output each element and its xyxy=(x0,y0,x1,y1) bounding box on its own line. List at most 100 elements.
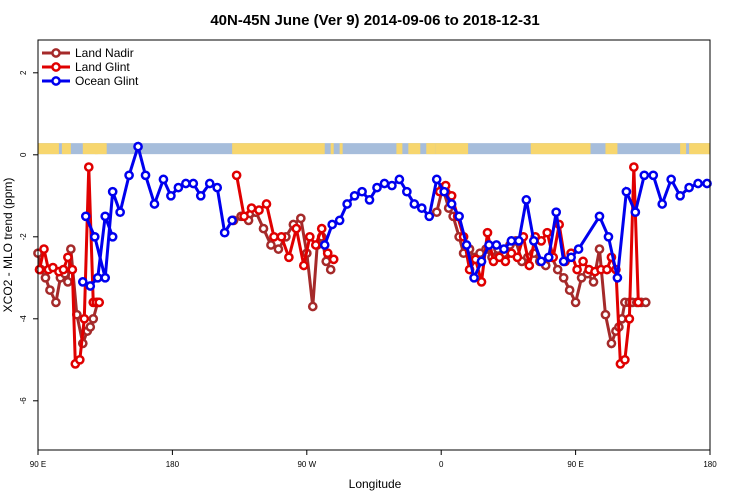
legend-label: Ocean Glint xyxy=(75,74,139,88)
x-tick-label: 180 xyxy=(166,460,180,469)
data-point xyxy=(94,297,105,308)
data-point xyxy=(239,211,249,222)
data-point xyxy=(630,207,641,218)
data-point xyxy=(83,162,94,172)
data-point xyxy=(107,186,118,197)
legend-label: Land Nadir xyxy=(75,46,134,60)
y-axis-label: XCO2 - MLO trend (ppm) xyxy=(1,178,15,313)
data-point xyxy=(499,244,509,254)
data-point xyxy=(372,182,382,193)
data-point xyxy=(231,170,242,181)
data-point xyxy=(254,205,264,215)
data-point xyxy=(624,313,635,324)
data-point xyxy=(476,277,487,287)
series-land-glint xyxy=(34,162,644,369)
data-point xyxy=(469,272,479,283)
data-point xyxy=(77,277,88,287)
data-point xyxy=(578,256,588,267)
x-tick-label: 90 E xyxy=(567,460,583,469)
data-point xyxy=(261,199,272,209)
x-tick-label: 90 W xyxy=(297,460,316,469)
land-band-segment xyxy=(605,143,618,155)
data-point xyxy=(88,313,99,324)
data-point xyxy=(349,190,360,201)
data-point xyxy=(158,174,169,185)
data-point xyxy=(180,178,191,189)
legend-item: Land Nadir xyxy=(42,46,134,60)
data-point xyxy=(476,256,487,267)
data-point xyxy=(304,231,315,242)
data-point xyxy=(431,174,442,185)
data-point xyxy=(295,213,306,224)
data-point xyxy=(325,264,336,275)
data-point xyxy=(603,231,614,242)
data-point xyxy=(195,190,206,201)
data-point xyxy=(657,199,668,209)
land-band-segment xyxy=(232,143,325,155)
y-tick-label: 0 xyxy=(19,152,28,157)
data-point xyxy=(80,211,91,222)
series-line xyxy=(232,209,333,307)
data-point xyxy=(310,240,321,250)
data-point xyxy=(133,141,143,152)
data-point xyxy=(409,199,420,209)
data-point xyxy=(612,272,623,283)
data-point xyxy=(552,264,563,275)
data-point xyxy=(258,223,269,234)
data-point xyxy=(204,178,215,189)
data-point xyxy=(402,186,412,197)
data-point xyxy=(514,236,524,246)
data-point xyxy=(512,252,523,263)
data-point xyxy=(115,207,125,218)
data-point xyxy=(446,199,457,209)
land-band-segment xyxy=(530,143,591,155)
data-point xyxy=(506,236,517,246)
data-point xyxy=(63,277,73,287)
data-point xyxy=(140,170,151,181)
data-point xyxy=(89,231,100,242)
data-point xyxy=(67,264,78,275)
data-point xyxy=(364,195,375,205)
data-point xyxy=(149,199,160,209)
data-point xyxy=(702,178,712,189)
data-point xyxy=(606,338,617,349)
land-band-segment xyxy=(38,143,59,155)
data-point xyxy=(166,190,176,201)
data-point xyxy=(39,244,49,254)
legend-swatch-marker xyxy=(51,62,61,72)
data-point xyxy=(454,211,464,222)
data-point xyxy=(588,277,599,287)
series-line xyxy=(323,173,708,283)
data-point xyxy=(551,207,562,218)
data-point xyxy=(34,264,45,275)
data-point xyxy=(528,236,539,246)
land-ocean-band xyxy=(38,143,710,155)
data-point xyxy=(100,272,111,283)
data-point xyxy=(45,285,55,295)
data-point xyxy=(558,256,569,267)
data-point xyxy=(212,182,223,193)
land-band-segment xyxy=(61,143,71,155)
data-point xyxy=(188,178,199,189)
data-point xyxy=(639,170,650,181)
x-axis-label: Longitude xyxy=(349,477,402,491)
land-band-segment xyxy=(689,143,710,155)
legend-label: Land Glint xyxy=(75,60,130,74)
data-point xyxy=(621,186,632,197)
land-band-segment xyxy=(435,143,469,155)
data-point xyxy=(431,207,442,218)
data-point xyxy=(543,252,554,263)
data-point xyxy=(173,182,184,193)
data-point xyxy=(620,354,630,365)
data-point xyxy=(640,297,651,308)
y-tick-label: -6 xyxy=(19,397,28,405)
data-point xyxy=(633,297,644,308)
ocean-band xyxy=(38,143,710,155)
x-axis-ticks: 90 E 180 90 W 0 90 E 180 xyxy=(30,450,717,469)
data-point xyxy=(342,199,352,209)
data-point xyxy=(327,219,338,230)
data-point xyxy=(684,182,694,193)
x-tick-label: 90 E xyxy=(30,460,46,469)
data-point xyxy=(219,227,230,238)
